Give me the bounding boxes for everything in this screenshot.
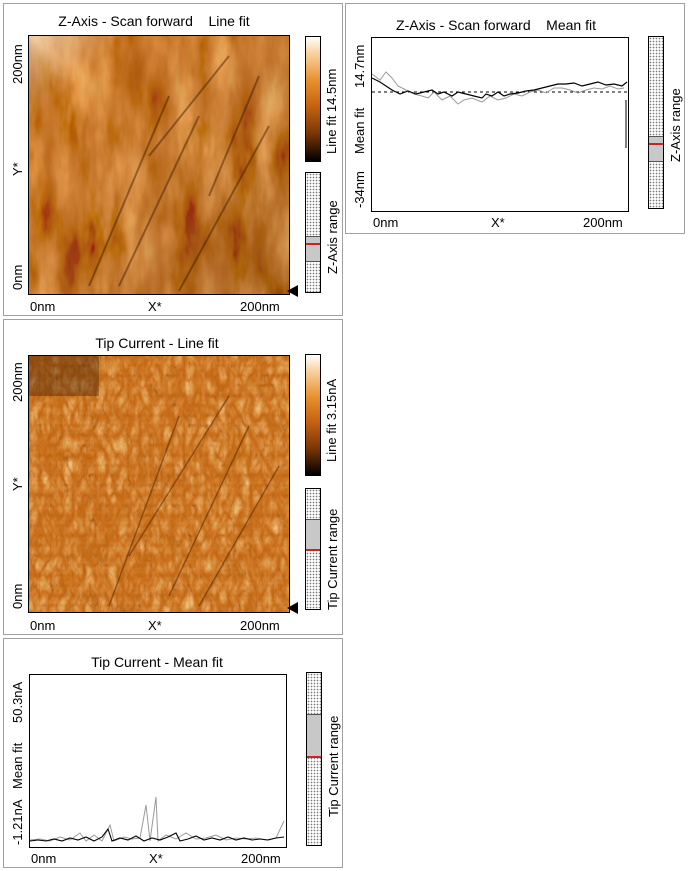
range-label: Z-Axis range: [668, 88, 683, 162]
y-top-label: 50.3nA: [10, 681, 25, 723]
panel-title: Tip Current - Mean fit: [91, 654, 223, 670]
panel-title: Tip Current - Line fit: [95, 335, 219, 351]
colorbar-label: Line fit 14.5nm: [324, 68, 339, 154]
range-label: Tip Current range: [325, 508, 340, 610]
x-left-label: 0nm: [30, 618, 56, 633]
tip-current-range-slider[interactable]: [306, 672, 322, 846]
y-bottom-label: 0nm: [10, 264, 25, 290]
tip-current-mean-fit-panel: Tip Current - Mean fit 50.3nA Mean fit -…: [3, 638, 343, 868]
range-window[interactable]: [307, 714, 321, 758]
x-axis-label: X*: [149, 851, 163, 866]
x-right-label: 200nm: [240, 618, 280, 633]
y-top-label: 200nm: [10, 362, 25, 402]
tip-current-range-slider[interactable]: [305, 488, 321, 610]
range-marker: [649, 143, 663, 145]
z-axis-range-slider[interactable]: [648, 36, 664, 209]
x-right-label: 200nm: [240, 299, 280, 314]
x-axis-label: X*: [491, 215, 505, 230]
x-left-label: 0nm: [31, 851, 57, 866]
z-axis-range-slider[interactable]: [305, 172, 321, 293]
z-axis-line-fit-panel: Z-Axis - Scan forward Line fit 200nm Y* …: [3, 3, 343, 316]
z-mean-profile-plot[interactable]: [371, 37, 629, 212]
z-axis-colorbar: [305, 36, 321, 162]
range-marker: [306, 243, 320, 245]
x-axis-label: X*: [148, 299, 162, 314]
range-marker: [307, 756, 321, 758]
x-left-label: 0nm: [373, 215, 399, 230]
x-right-label: 200nm: [241, 851, 281, 866]
range-label: Z-Axis range: [325, 200, 340, 274]
position-pointer-icon[interactable]: [287, 602, 298, 614]
z-axis-mean-fit-panel: Z-Axis - Scan forward Mean fit 14.7nm Me…: [345, 3, 685, 234]
tip-current-colorbar: [305, 354, 321, 476]
x-right-label: 200nm: [583, 215, 623, 230]
panel-title: Z-Axis - Scan forward Line fit: [58, 13, 250, 29]
x-left-label: 0nm: [30, 299, 56, 314]
z-axis-topography-image[interactable]: [28, 35, 290, 295]
mean-profile-secondary: [30, 796, 285, 842]
y-top-label: 14.7nm: [352, 44, 367, 88]
range-window[interactable]: [306, 236, 320, 262]
position-pointer-icon[interactable]: [287, 285, 298, 297]
panel-title: Z-Axis - Scan forward Mean fit: [396, 17, 596, 33]
colorbar-label: Line fit 3.15nA: [324, 378, 339, 462]
y-top-label: 200nm: [10, 44, 25, 84]
mean-profile-primary: [372, 77, 628, 99]
y-axis-label: Mean fit: [10, 742, 25, 789]
y-bottom-label: -1.21nA: [10, 799, 25, 845]
range-label: Tip Current range: [326, 715, 341, 817]
range-marker: [306, 549, 320, 551]
range-window[interactable]: [306, 519, 320, 551]
y-axis-label: Y*: [10, 162, 25, 176]
x-axis-label: X*: [148, 618, 162, 633]
mean-profile-primary: [30, 827, 285, 842]
y-bottom-label: -34nm: [352, 171, 367, 208]
y-axis-label: Mean fit: [352, 107, 367, 154]
tip-current-line-fit-panel: Tip Current - Line fit 200nm Y* 0nm: [3, 319, 343, 635]
y-bottom-label: 0nm: [10, 583, 25, 609]
mean-profile-secondary: [372, 71, 625, 105]
y-axis-label: Y*: [10, 477, 25, 491]
tip-mean-profile-plot[interactable]: [29, 674, 287, 848]
range-window[interactable]: [649, 136, 663, 162]
tip-current-image[interactable]: [28, 355, 290, 613]
